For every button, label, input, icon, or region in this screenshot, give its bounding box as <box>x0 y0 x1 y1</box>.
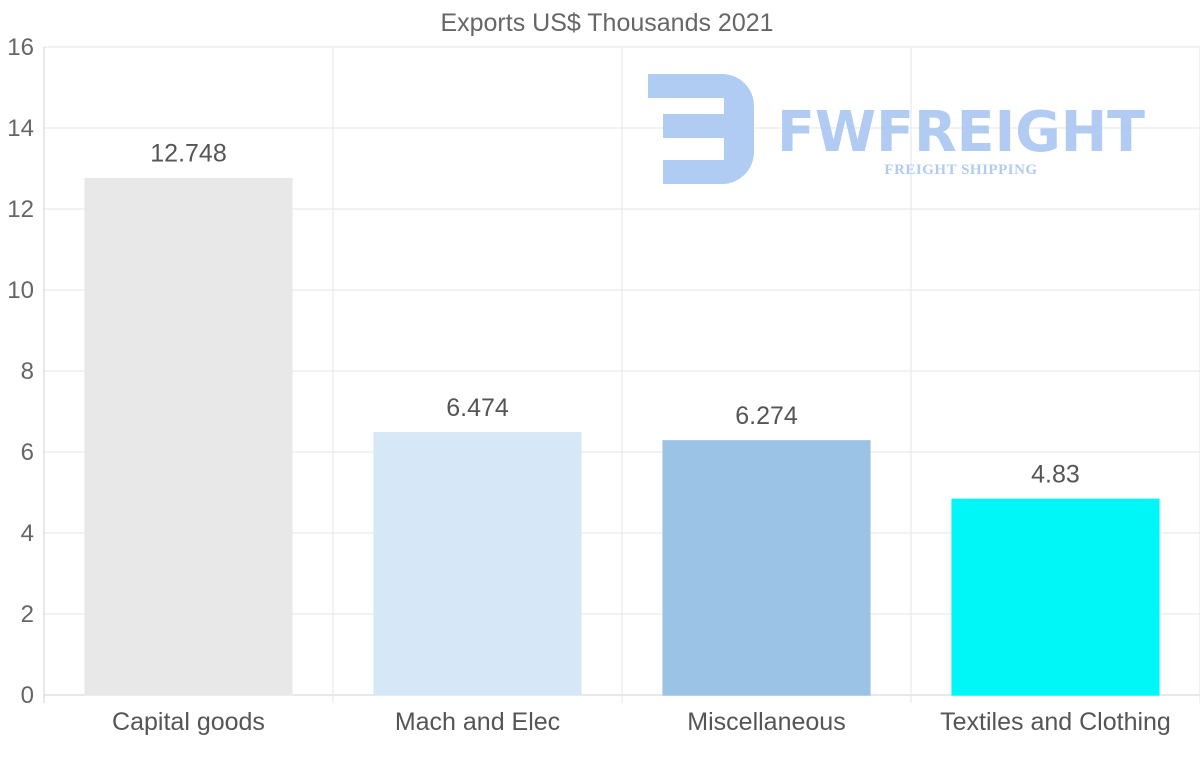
y-tick-label: 8 <box>21 358 34 385</box>
value-labels: 12.748 6.474 6.274 4.83 <box>150 140 1080 489</box>
y-tick-label: 10 <box>7 277 34 304</box>
data-label: 6.474 <box>446 394 509 422</box>
x-tick-label: Miscellaneous <box>687 708 845 736</box>
y-tick-label: 6 <box>21 439 34 466</box>
y-axis: 0 2 4 6 8 10 12 14 16 <box>7 34 34 709</box>
bar[interactable] <box>951 498 1160 696</box>
bar[interactable] <box>373 432 582 696</box>
x-tick-label: Capital goods <box>112 708 265 736</box>
chart-title: Exports US$ Thousands 2021 <box>440 9 773 37</box>
y-tick-label: 0 <box>21 682 34 709</box>
y-tick-label: 14 <box>7 115 34 142</box>
data-label: 6.274 <box>735 402 798 430</box>
watermark-tagline: FREIGHT SHIPPING <box>884 162 1037 178</box>
data-label: 4.83 <box>1031 460 1080 488</box>
y-tick-label: 12 <box>7 196 34 223</box>
x-tick-label: Mach and Elec <box>395 708 560 736</box>
bar[interactable] <box>84 177 293 696</box>
y-tick-label: 2 <box>21 601 34 628</box>
data-label: 12.748 <box>150 140 226 168</box>
bars <box>84 177 1160 696</box>
y-tick-label: 16 <box>7 34 34 61</box>
watermark-logo: FWFREIGHT FREIGHT SHIPPING <box>648 74 1145 184</box>
x-tick-label: Textiles and Clothing <box>940 708 1171 736</box>
fw-logo-icon <box>648 74 754 184</box>
x-axis: Capital goods Mach and Elec Miscellaneous T… <box>112 708 1171 736</box>
watermark-brand: FWFREIGHT <box>777 100 1145 165</box>
y-tick-label: 4 <box>21 520 34 547</box>
bar[interactable] <box>662 440 871 696</box>
